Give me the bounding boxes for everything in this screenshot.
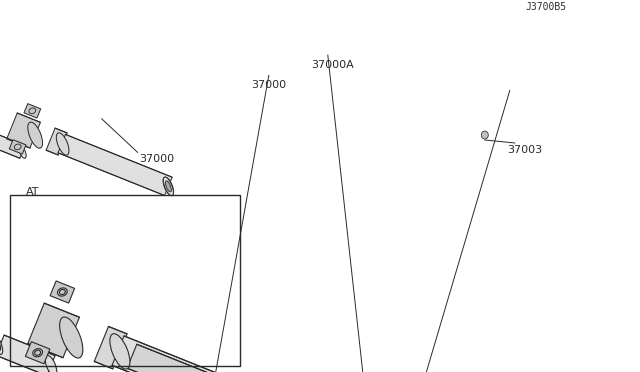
Polygon shape bbox=[127, 344, 294, 372]
Polygon shape bbox=[26, 341, 50, 364]
Text: 37000: 37000 bbox=[252, 80, 286, 90]
Ellipse shape bbox=[165, 181, 172, 192]
Ellipse shape bbox=[45, 355, 57, 372]
Ellipse shape bbox=[19, 145, 26, 158]
Text: 37000: 37000 bbox=[140, 154, 175, 164]
Text: AT: AT bbox=[26, 187, 39, 198]
Ellipse shape bbox=[481, 131, 488, 139]
Ellipse shape bbox=[163, 177, 173, 196]
Polygon shape bbox=[112, 336, 310, 372]
Ellipse shape bbox=[0, 334, 3, 354]
Ellipse shape bbox=[56, 133, 69, 155]
Text: J3700B5: J3700B5 bbox=[525, 2, 566, 12]
Polygon shape bbox=[50, 281, 75, 303]
Polygon shape bbox=[94, 327, 127, 369]
Ellipse shape bbox=[28, 122, 42, 148]
Polygon shape bbox=[46, 128, 67, 155]
Polygon shape bbox=[24, 104, 41, 118]
Polygon shape bbox=[0, 335, 55, 372]
Polygon shape bbox=[58, 134, 172, 196]
Ellipse shape bbox=[110, 334, 130, 369]
Bar bbox=[10, 195, 240, 366]
Polygon shape bbox=[28, 303, 79, 358]
Polygon shape bbox=[0, 132, 25, 158]
Polygon shape bbox=[10, 140, 26, 154]
Ellipse shape bbox=[163, 177, 173, 196]
Text: 37000A: 37000A bbox=[312, 60, 354, 70]
Text: 37003: 37003 bbox=[508, 145, 542, 155]
Ellipse shape bbox=[60, 317, 83, 358]
Polygon shape bbox=[7, 113, 40, 148]
